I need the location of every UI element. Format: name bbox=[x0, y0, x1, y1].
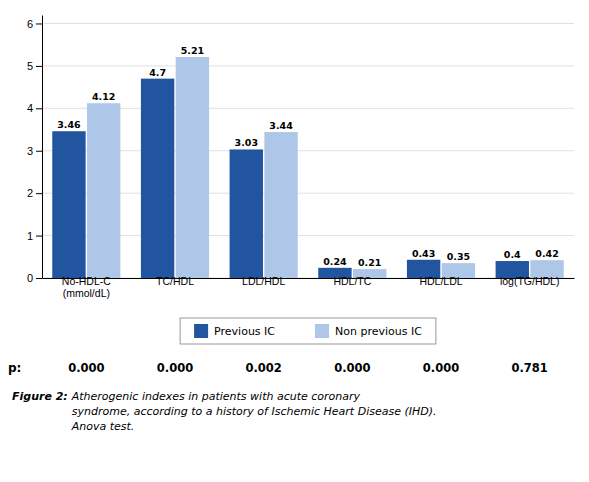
legend-label: Previous IC bbox=[214, 325, 275, 338]
legend-box bbox=[180, 318, 436, 344]
tick-label-line: (mmol/dL) bbox=[63, 287, 110, 299]
bar bbox=[87, 103, 120, 278]
p-values: p: 0.000 0.000 0.002 0.000 0.000 0.781 bbox=[8, 361, 548, 375]
data-label: 0.42 bbox=[535, 248, 558, 259]
tick: 2 bbox=[27, 187, 42, 199]
tick-mark bbox=[36, 236, 42, 237]
tick: 6 bbox=[27, 18, 42, 30]
tick-label: TC/HDL bbox=[156, 275, 194, 287]
tick: HDL/TC bbox=[333, 275, 371, 287]
caption: Figure 2: Atherogenic indexes in patient… bbox=[12, 390, 437, 433]
tick-mark bbox=[36, 151, 42, 152]
tick: TC/HDL bbox=[156, 275, 194, 287]
data-labels: 3.46 4.7 3.03 0.24 0.43 0.4 4.12 5.21 3.44 0.21 0.… bbox=[57, 45, 559, 268]
caption-label: Figure 2: bbox=[12, 390, 68, 403]
tick: 3 bbox=[27, 145, 42, 157]
bar bbox=[176, 57, 209, 278]
p-value: 0.000 bbox=[157, 361, 193, 375]
tick-label: 1 bbox=[27, 230, 33, 242]
tick: 0 bbox=[27, 272, 42, 284]
caption-text: Atherogenic indexes in patients with acu… bbox=[71, 390, 437, 433]
data-label: 3.03 bbox=[235, 137, 258, 148]
legend: Previous IC Non previous IC bbox=[180, 318, 436, 344]
caption-line: Atherogenic indexes in patients with acu… bbox=[71, 390, 361, 403]
grid-line bbox=[42, 108, 574, 109]
tick-mark bbox=[36, 193, 42, 194]
tick: 5 bbox=[27, 60, 42, 72]
tick: 1 bbox=[27, 230, 42, 242]
tick-mark bbox=[36, 66, 42, 67]
data-label: 4.12 bbox=[92, 91, 115, 102]
tick-label: 3 bbox=[27, 145, 33, 157]
p-value: 0.000 bbox=[334, 361, 370, 375]
data-label: 0.35 bbox=[447, 251, 470, 262]
data-label: 5.21 bbox=[181, 45, 204, 56]
legend-item: Previous IC bbox=[194, 324, 275, 338]
tick-label-line: log(TG/HDL) bbox=[500, 275, 560, 287]
caption-line: syndrome, according to a history of Isch… bbox=[72, 405, 437, 418]
bars bbox=[52, 57, 563, 278]
tick-label: HDL/TC bbox=[333, 275, 371, 287]
data-label: 0.43 bbox=[412, 248, 435, 259]
data-label: 4.7 bbox=[149, 67, 166, 78]
tick-mark bbox=[36, 278, 42, 279]
data-label: 0.4 bbox=[504, 249, 521, 260]
grid-line bbox=[42, 235, 574, 236]
grid bbox=[42, 23, 574, 278]
tick: No-HDL-C(mmol/dL) bbox=[62, 275, 111, 299]
tick: HDL/LDL bbox=[419, 275, 462, 287]
x-axis: No-HDL-C(mmol/dL) TC/HDL LDL/HDL HDL/TC HDL/… bbox=[43, 275, 575, 299]
data-label: 0.21 bbox=[358, 257, 381, 268]
legend-label: Non previous IC bbox=[335, 325, 422, 338]
data-label: 0.24 bbox=[323, 256, 347, 267]
tick: LDL/HDL bbox=[242, 275, 285, 287]
tick-label: 2 bbox=[27, 187, 33, 199]
tick-mark bbox=[36, 108, 42, 109]
axis-line bbox=[42, 16, 43, 279]
grid-line bbox=[42, 23, 574, 24]
tick-label: LDL/HDL bbox=[242, 275, 285, 287]
grid-line bbox=[42, 278, 574, 279]
legend-item: Non previous IC bbox=[315, 324, 422, 338]
p-value: 0.781 bbox=[511, 361, 547, 375]
tick-label: HDL/LDL bbox=[419, 275, 462, 287]
data-label: 3.46 bbox=[57, 119, 81, 130]
tick-mark bbox=[36, 23, 42, 24]
bar bbox=[230, 149, 263, 278]
tick-label: 4 bbox=[27, 102, 33, 114]
tick: 4 bbox=[27, 102, 42, 114]
tick-label-line: HDL/TC bbox=[333, 275, 371, 287]
tick-label: log(TG/HDL) bbox=[500, 275, 560, 287]
caption-line: Anova test. bbox=[71, 420, 135, 433]
legend-swatch bbox=[315, 324, 329, 338]
tick-label: No-HDL-C(mmol/dL) bbox=[62, 275, 111, 299]
grid-line bbox=[42, 65, 574, 66]
y-axis: 0 1 2 3 4 5 6 bbox=[27, 16, 43, 285]
grid-line bbox=[42, 193, 574, 194]
p-value: 0.000 bbox=[68, 361, 104, 375]
tick-label: 5 bbox=[27, 60, 33, 72]
axis-line bbox=[43, 278, 575, 279]
data-label: 3.44 bbox=[269, 120, 293, 131]
tick-label: 0 bbox=[27, 272, 33, 284]
bar bbox=[52, 131, 85, 278]
p-value: 0.000 bbox=[423, 361, 459, 375]
p-value: 0.002 bbox=[245, 361, 281, 375]
legend-swatch bbox=[194, 324, 208, 338]
bar bbox=[264, 132, 297, 278]
tick-label-line: LDL/HDL bbox=[242, 275, 285, 287]
chart: 0 1 2 3 4 5 6 No-HDL-C(mmol/dL) TC/HDL LDL/HDL HDL… bbox=[0, 0, 589, 482]
tick-label: 6 bbox=[27, 18, 33, 30]
tick: log(TG/HDL) bbox=[500, 275, 560, 287]
tick-label-line: No-HDL-C bbox=[62, 275, 111, 287]
grid-line bbox=[42, 150, 574, 151]
p-label: p: bbox=[8, 361, 21, 375]
tick-label-line: HDL/LDL bbox=[419, 275, 462, 287]
tick-label-line: TC/HDL bbox=[156, 275, 194, 287]
bar bbox=[141, 79, 174, 278]
